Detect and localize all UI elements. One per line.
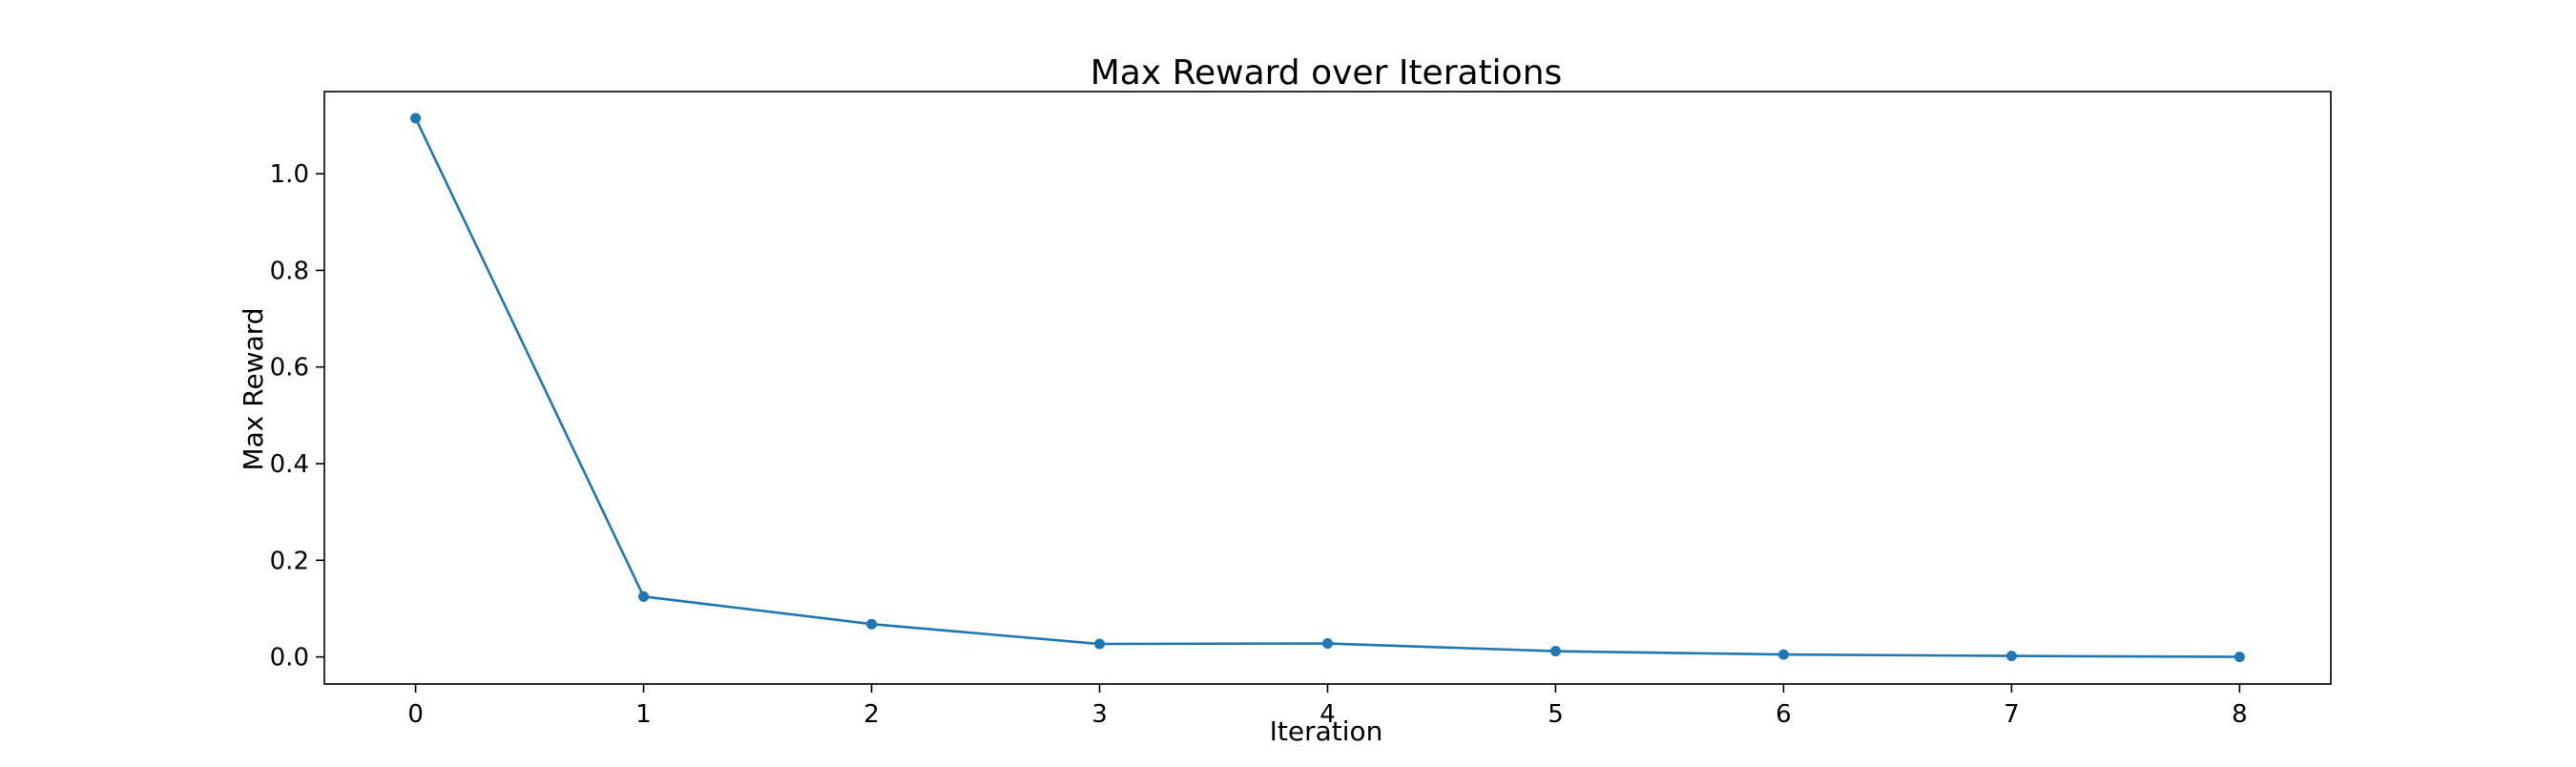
y-tick-label: 0.0 <box>270 644 309 673</box>
axis-ticks: 0 1 2 3 4 5 6 7 8 0.0 0.2 0.4 0.6 0.8 1.0 <box>270 160 2248 729</box>
y-tick-label: 0.4 <box>270 450 309 479</box>
data-point <box>2233 652 2245 663</box>
x-tick-label: 4 <box>1319 700 1336 729</box>
x-tick-label: 1 <box>635 700 652 729</box>
data-point <box>410 113 422 124</box>
x-axis-label: Iteration <box>1270 715 1383 747</box>
y-tick-label: 0.6 <box>270 354 309 383</box>
data-point <box>1777 649 1789 660</box>
y-tick-label: 0.8 <box>270 257 309 285</box>
data-points <box>410 113 2245 663</box>
x-tick-label: 2 <box>863 700 880 729</box>
y-axis-label: Max Reward <box>238 307 269 470</box>
x-tick-label: 5 <box>1548 700 1564 729</box>
y-tick-label: 1.0 <box>270 160 309 189</box>
x-tick-label: 7 <box>2004 700 2020 729</box>
x-tick-label: 8 <box>2232 700 2248 729</box>
data-point <box>2005 651 2017 662</box>
chart-title: Max Reward over Iterations <box>1091 53 1563 93</box>
data-point <box>1094 638 1106 650</box>
data-point <box>866 618 878 630</box>
x-tick-label: 6 <box>1776 700 1792 729</box>
x-tick-label: 0 <box>407 700 424 729</box>
data-point <box>1549 646 1561 657</box>
data-point <box>1322 637 1333 649</box>
y-tick-label: 0.2 <box>270 547 309 575</box>
data-point <box>638 591 650 602</box>
x-tick-label: 3 <box>1091 700 1108 729</box>
